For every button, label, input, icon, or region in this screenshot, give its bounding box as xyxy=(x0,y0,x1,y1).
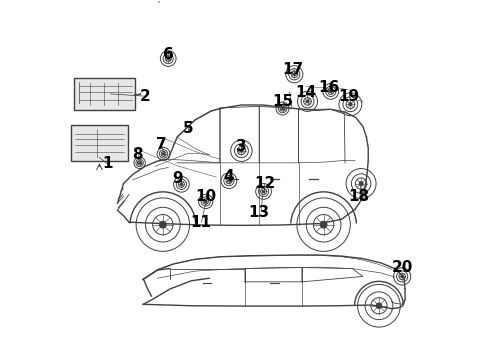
Circle shape xyxy=(320,221,327,228)
Text: 8: 8 xyxy=(132,148,143,162)
Text: 10: 10 xyxy=(195,189,216,203)
FancyBboxPatch shape xyxy=(71,125,128,161)
Text: 3: 3 xyxy=(236,139,247,154)
Circle shape xyxy=(306,100,309,103)
Text: 7: 7 xyxy=(156,137,167,152)
Text: 15: 15 xyxy=(272,94,293,109)
Text: 2: 2 xyxy=(140,89,150,104)
Text: 20: 20 xyxy=(392,260,413,275)
Text: 16: 16 xyxy=(318,80,340,95)
Circle shape xyxy=(228,180,230,182)
Circle shape xyxy=(163,153,164,155)
Text: 17: 17 xyxy=(283,62,304,77)
Text: 11: 11 xyxy=(190,215,211,230)
Circle shape xyxy=(294,73,295,75)
Circle shape xyxy=(240,149,243,152)
Circle shape xyxy=(205,201,207,202)
Circle shape xyxy=(359,182,363,185)
Circle shape xyxy=(180,183,182,185)
Circle shape xyxy=(401,275,403,278)
Text: 9: 9 xyxy=(172,171,182,186)
Text: 4: 4 xyxy=(223,169,234,184)
Circle shape xyxy=(282,108,283,109)
FancyBboxPatch shape xyxy=(74,78,135,110)
Text: 13: 13 xyxy=(249,204,270,220)
Text: 18: 18 xyxy=(349,189,370,203)
Circle shape xyxy=(139,162,140,163)
Text: 5: 5 xyxy=(183,121,193,136)
Circle shape xyxy=(376,303,382,308)
Text: 19: 19 xyxy=(338,89,359,104)
Text: 12: 12 xyxy=(254,176,275,191)
Circle shape xyxy=(167,58,169,59)
Text: 14: 14 xyxy=(295,85,316,100)
Circle shape xyxy=(160,221,166,228)
Text: 6: 6 xyxy=(163,48,173,63)
Circle shape xyxy=(330,90,332,93)
Circle shape xyxy=(349,103,352,105)
Circle shape xyxy=(263,190,265,192)
Text: 1: 1 xyxy=(102,157,113,171)
